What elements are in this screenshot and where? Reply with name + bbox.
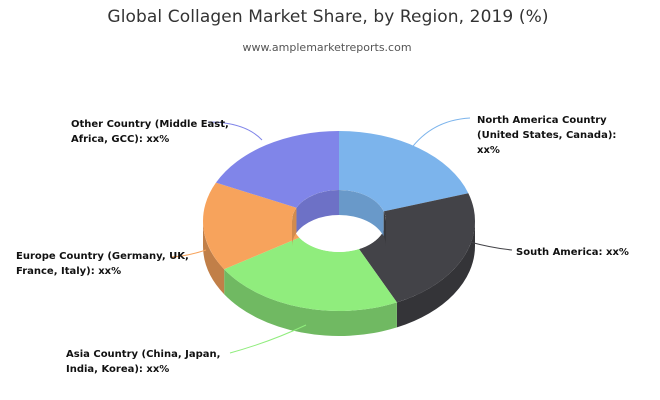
slice-europe <box>203 182 300 270</box>
slice-side-europe <box>203 221 225 295</box>
label-south-america: South America: xx% <box>516 247 629 258</box>
chart-title: Global Collagen Market Share, by Region,… <box>107 7 549 27</box>
leader-line-asia <box>229 324 307 354</box>
leader-line-north-america <box>409 117 471 151</box>
slice-inner-other-1 <box>296 190 339 233</box>
chart-subtitle: www.amplemarketreports.com <box>242 41 412 54</box>
leader-line-south-america <box>469 241 513 251</box>
slice-inner-europe-1 <box>292 207 297 246</box>
label-europe: Europe Country (Germany, UK, France, Ita… <box>16 251 189 277</box>
slice-inner-south-america-0 <box>383 211 386 246</box>
slice-north-america <box>339 131 469 212</box>
slice-south-america <box>359 193 476 303</box>
slice-side-south-america <box>396 221 475 328</box>
label-north-america: North America Country (United States, Ca… <box>477 115 617 156</box>
label-asia: Asia Country (China, Japan, India, Korea… <box>66 349 221 375</box>
slice-inner-north-america-0 <box>339 190 384 237</box>
slice-other <box>215 131 339 208</box>
slice-asia <box>224 237 397 312</box>
label-other: Other Country (Middle East, Africa, GCC)… <box>71 119 229 145</box>
slice-side-asia <box>224 269 397 337</box>
leader-line-other <box>207 121 263 141</box>
leader-line-europe <box>171 249 207 258</box>
